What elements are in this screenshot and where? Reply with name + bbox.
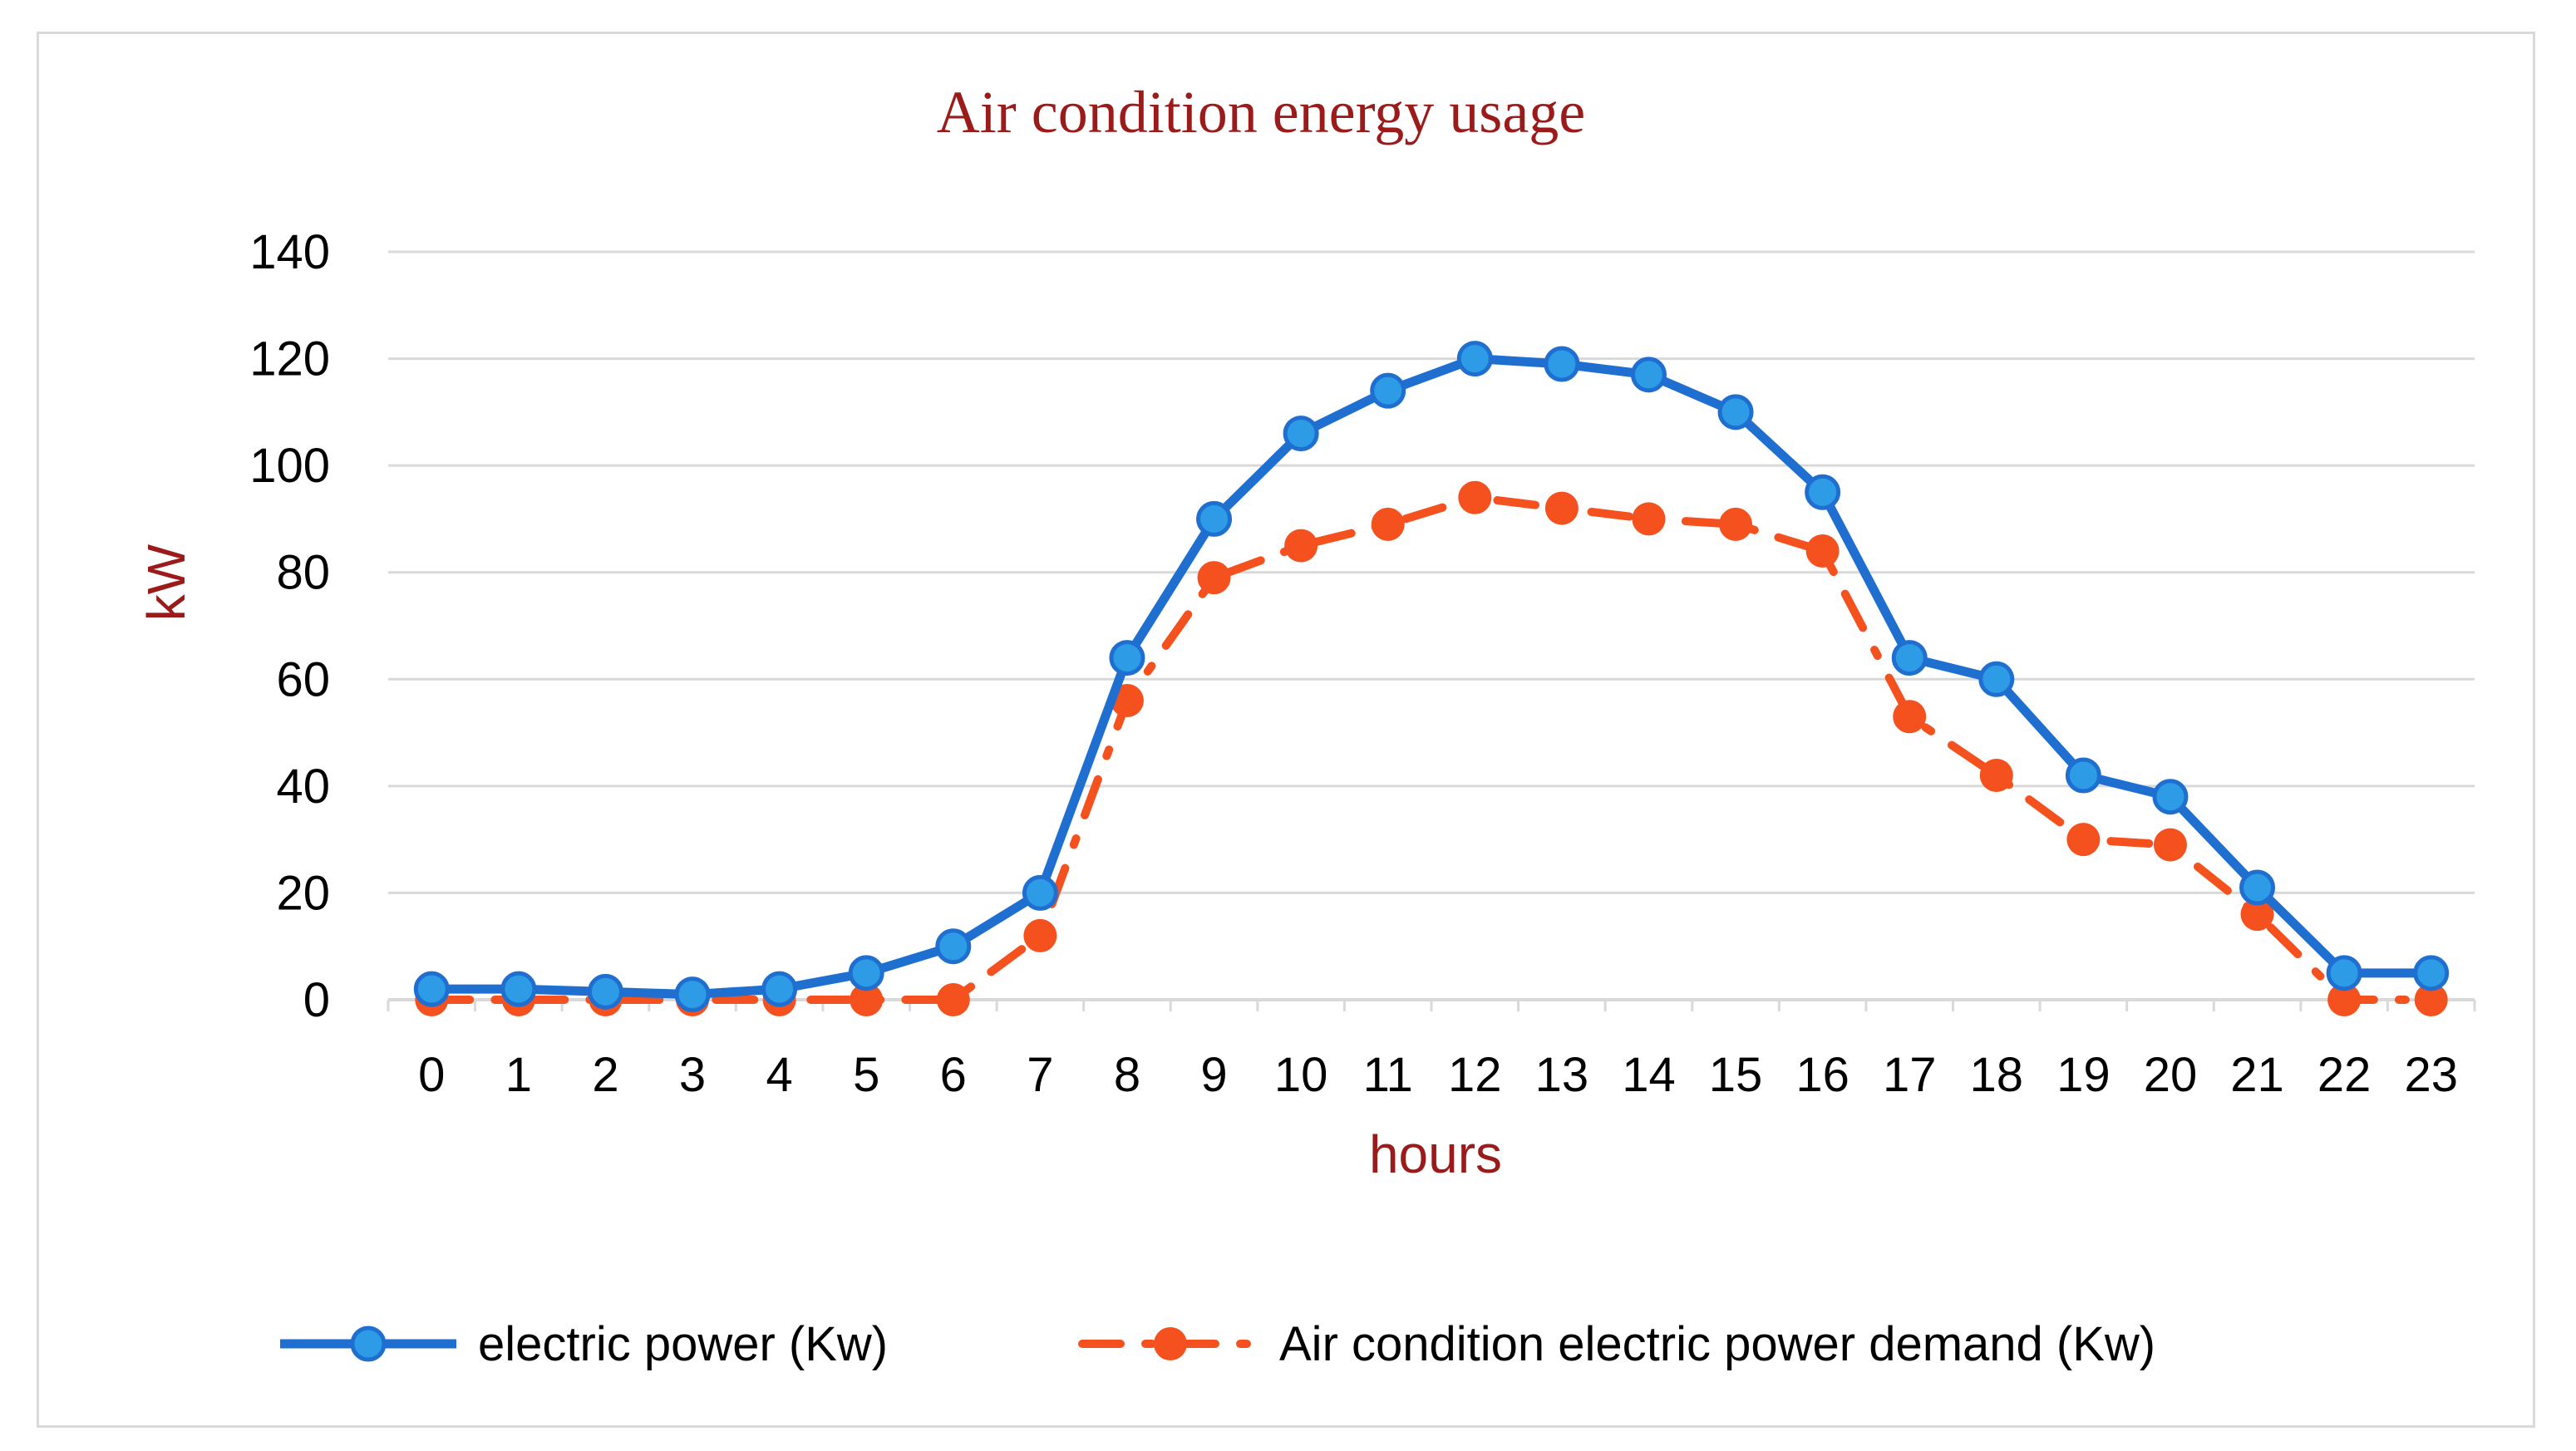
data-point <box>850 983 884 1016</box>
y-tick-label: 140 <box>249 225 330 279</box>
data-point <box>2327 983 2362 1016</box>
legend-label: electric power (Kw) <box>478 1317 888 1371</box>
data-point <box>1979 759 2013 792</box>
data-point <box>2239 869 2276 906</box>
x-tick-label: 9 <box>1200 1048 1227 1102</box>
data-point <box>1196 500 1233 537</box>
y-axis-label: kW <box>136 544 196 621</box>
x-tick-label: 8 <box>1114 1048 1140 1102</box>
data-point <box>848 955 884 991</box>
data-point <box>1893 700 1927 734</box>
data-point <box>1197 561 1231 595</box>
data-point <box>1891 640 1928 676</box>
x-tick-label: 22 <box>2317 1048 2372 1102</box>
legend-swatch-marker <box>1154 1327 1187 1360</box>
x-tick-label: 15 <box>1709 1048 1763 1102</box>
data-point <box>1109 640 1145 676</box>
data-point <box>1022 874 1058 911</box>
data-point <box>2153 828 2187 862</box>
line-chart: Air condition energy usage 0204060801001… <box>136 79 2476 1371</box>
series-line <box>427 493 2436 1004</box>
chart-title: Air condition energy usage <box>937 79 1585 145</box>
x-tick-label: 13 <box>1535 1048 1589 1102</box>
x-tick-label: 14 <box>1622 1048 1676 1102</box>
x-tick-label: 6 <box>940 1048 967 1102</box>
data-point <box>1805 534 1840 568</box>
x-tick-label: 23 <box>2404 1048 2458 1102</box>
series-1 <box>415 480 2448 1016</box>
data-point <box>1632 502 1666 536</box>
y-tick-label: 20 <box>276 866 330 920</box>
y-tick-label: 120 <box>249 332 330 386</box>
x-tick-label: 16 <box>1795 1048 1849 1102</box>
x-tick-label: 4 <box>766 1048 792 1102</box>
gridlines <box>388 250 2475 1001</box>
data-point <box>1717 394 1754 430</box>
x-tick-label: 19 <box>2056 1048 2111 1102</box>
x-tick-label: 12 <box>1448 1048 1502 1102</box>
y-tick-label: 80 <box>276 546 330 600</box>
data-point <box>674 976 711 1013</box>
data-point <box>1978 661 2015 697</box>
data-point <box>1283 416 1319 452</box>
data-point <box>2413 955 2450 991</box>
x-tick-label: 18 <box>1970 1048 2024 1102</box>
x-tick-label: 2 <box>592 1048 618 1102</box>
data-point <box>936 983 970 1016</box>
data-point <box>2414 983 2448 1016</box>
x-axis-ticks: 0 1 2 3 4 5 6 7 8 9 10 11 12 13 14 15 16 17 18 19 20 21 22 23 <box>387 1000 2476 1102</box>
series-line <box>431 354 2431 1000</box>
legend-swatch-marker <box>350 1326 387 1362</box>
data-point <box>2066 823 2101 857</box>
x-tick-label: 10 <box>1274 1048 1328 1102</box>
series-0 <box>413 341 2450 1013</box>
data-point <box>1544 491 1579 525</box>
data-point <box>2240 898 2274 932</box>
data-point <box>1805 474 1841 510</box>
x-tick-label: 20 <box>2144 1048 2198 1102</box>
y-tick-label: 60 <box>276 652 330 706</box>
data-point <box>500 971 537 1007</box>
data-point <box>1544 346 1580 382</box>
y-tick-label: 0 <box>303 973 330 1027</box>
x-tick-label: 3 <box>679 1048 706 1102</box>
data-point <box>1719 507 1753 541</box>
data-point <box>1023 918 1057 952</box>
data-point <box>1630 357 1667 393</box>
x-tick-label: 7 <box>1027 1048 1053 1102</box>
data-point <box>761 971 798 1007</box>
series-layer <box>413 341 2450 1016</box>
x-axis-label: hours <box>1369 1124 1502 1184</box>
data-point <box>1458 480 1492 514</box>
data-point <box>2065 757 2101 794</box>
data-point <box>1456 341 1493 377</box>
data-point <box>1284 529 1318 563</box>
data-point <box>935 928 972 965</box>
legend-label: Air condition electric power demand (Kw) <box>1279 1317 2155 1371</box>
data-point <box>1371 507 1405 541</box>
x-tick-label: 5 <box>853 1048 879 1102</box>
legend: electric power (Kw) Air condition electri… <box>280 1317 2155 1371</box>
x-tick-label: 17 <box>1883 1048 1937 1102</box>
data-point <box>2326 955 2362 991</box>
x-tick-label: 0 <box>418 1048 445 1102</box>
y-tick-label: 40 <box>276 760 330 814</box>
x-tick-label: 21 <box>2230 1048 2284 1102</box>
y-tick-label: 100 <box>249 439 330 493</box>
data-point <box>2152 779 2189 815</box>
chart-frame: Air condition energy usage 0 20 40 60 80 100 1… <box>37 32 2535 1428</box>
x-tick-label: 11 <box>1363 1048 1413 1102</box>
y-axis-ticks: 0 20 40 60 80 100 120 140 <box>249 225 330 1027</box>
x-tick-label: 1 <box>505 1048 532 1102</box>
data-point <box>587 973 623 1010</box>
data-point <box>1370 372 1406 409</box>
data-point <box>413 971 450 1007</box>
